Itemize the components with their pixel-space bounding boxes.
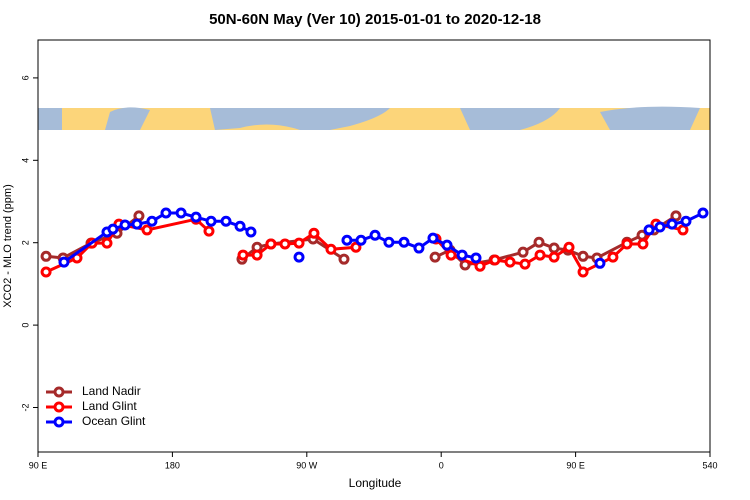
point (533, 236, 545, 248)
point (504, 256, 516, 268)
chart-title: 50N-60N May (Ver 10) 2015-01-01 to 2020-… (209, 11, 541, 28)
point (489, 254, 501, 266)
point (338, 253, 350, 265)
map-band (38, 106, 710, 130)
x-tick-label: 90 W (296, 460, 318, 470)
x-tick-label: 90 E (566, 460, 585, 470)
legend-marker (53, 386, 65, 398)
y-tick-label: 2 (20, 240, 30, 245)
point (413, 242, 425, 254)
y-tick-label: -2 (20, 403, 30, 411)
point (666, 218, 678, 230)
point (107, 223, 119, 235)
point (369, 229, 381, 241)
x-axis-label: Longitude (349, 476, 402, 490)
point (146, 215, 158, 227)
point (441, 239, 453, 251)
x-tick-label: 90 E (29, 460, 48, 470)
point (119, 219, 131, 231)
x-tick-label: 0 (439, 460, 444, 470)
point (548, 242, 560, 254)
point (234, 220, 246, 232)
point (141, 224, 153, 236)
plot-frame (37, 39, 711, 453)
point (594, 257, 606, 269)
point (470, 252, 482, 264)
point (293, 237, 305, 249)
x-tick-label: 540 (702, 460, 717, 470)
legend-marker (53, 416, 65, 428)
y-axis-label: XCO2 - MLO trend (ppm) (2, 184, 14, 307)
point (40, 266, 52, 278)
point (279, 238, 291, 250)
point (133, 210, 145, 222)
point (563, 241, 575, 253)
legend-marker (53, 401, 65, 413)
point (474, 260, 486, 272)
point (456, 249, 468, 261)
point (131, 218, 143, 230)
point (341, 234, 353, 246)
point (429, 251, 441, 263)
point (680, 215, 692, 227)
legend-label: Ocean Glint (82, 414, 146, 428)
point (517, 246, 529, 258)
point (58, 256, 70, 268)
point (40, 250, 52, 262)
point (637, 238, 649, 250)
point (697, 207, 709, 219)
point (325, 243, 337, 255)
point (265, 238, 277, 250)
y-tick-label: 0 (20, 323, 30, 328)
point (203, 225, 215, 237)
x-tick-label: 180 (165, 460, 180, 470)
point (677, 224, 689, 236)
point (383, 236, 395, 248)
point (175, 207, 187, 219)
point (355, 234, 367, 246)
point (101, 237, 113, 249)
point (534, 249, 546, 261)
point (350, 241, 362, 253)
point (251, 249, 263, 261)
point (205, 215, 217, 227)
legend-label: Land Glint (82, 399, 137, 413)
point (621, 238, 633, 250)
point (293, 251, 305, 263)
point (654, 221, 666, 233)
point (245, 226, 257, 238)
point (577, 266, 589, 278)
point (160, 207, 172, 219)
point (607, 251, 619, 263)
point (577, 250, 589, 262)
point (237, 249, 249, 261)
series-line (63, 211, 704, 264)
point (548, 251, 560, 263)
point (398, 236, 410, 248)
y-tick-label: 4 (20, 158, 30, 163)
point (445, 249, 457, 261)
point (220, 215, 232, 227)
map-land (38, 106, 700, 130)
point (427, 232, 439, 244)
point (643, 224, 655, 236)
point (519, 258, 531, 270)
point (670, 210, 682, 222)
y-tick-label: 6 (20, 75, 30, 80)
point (308, 227, 320, 239)
legend-label: Land Nadir (82, 384, 141, 398)
point (190, 211, 202, 223)
